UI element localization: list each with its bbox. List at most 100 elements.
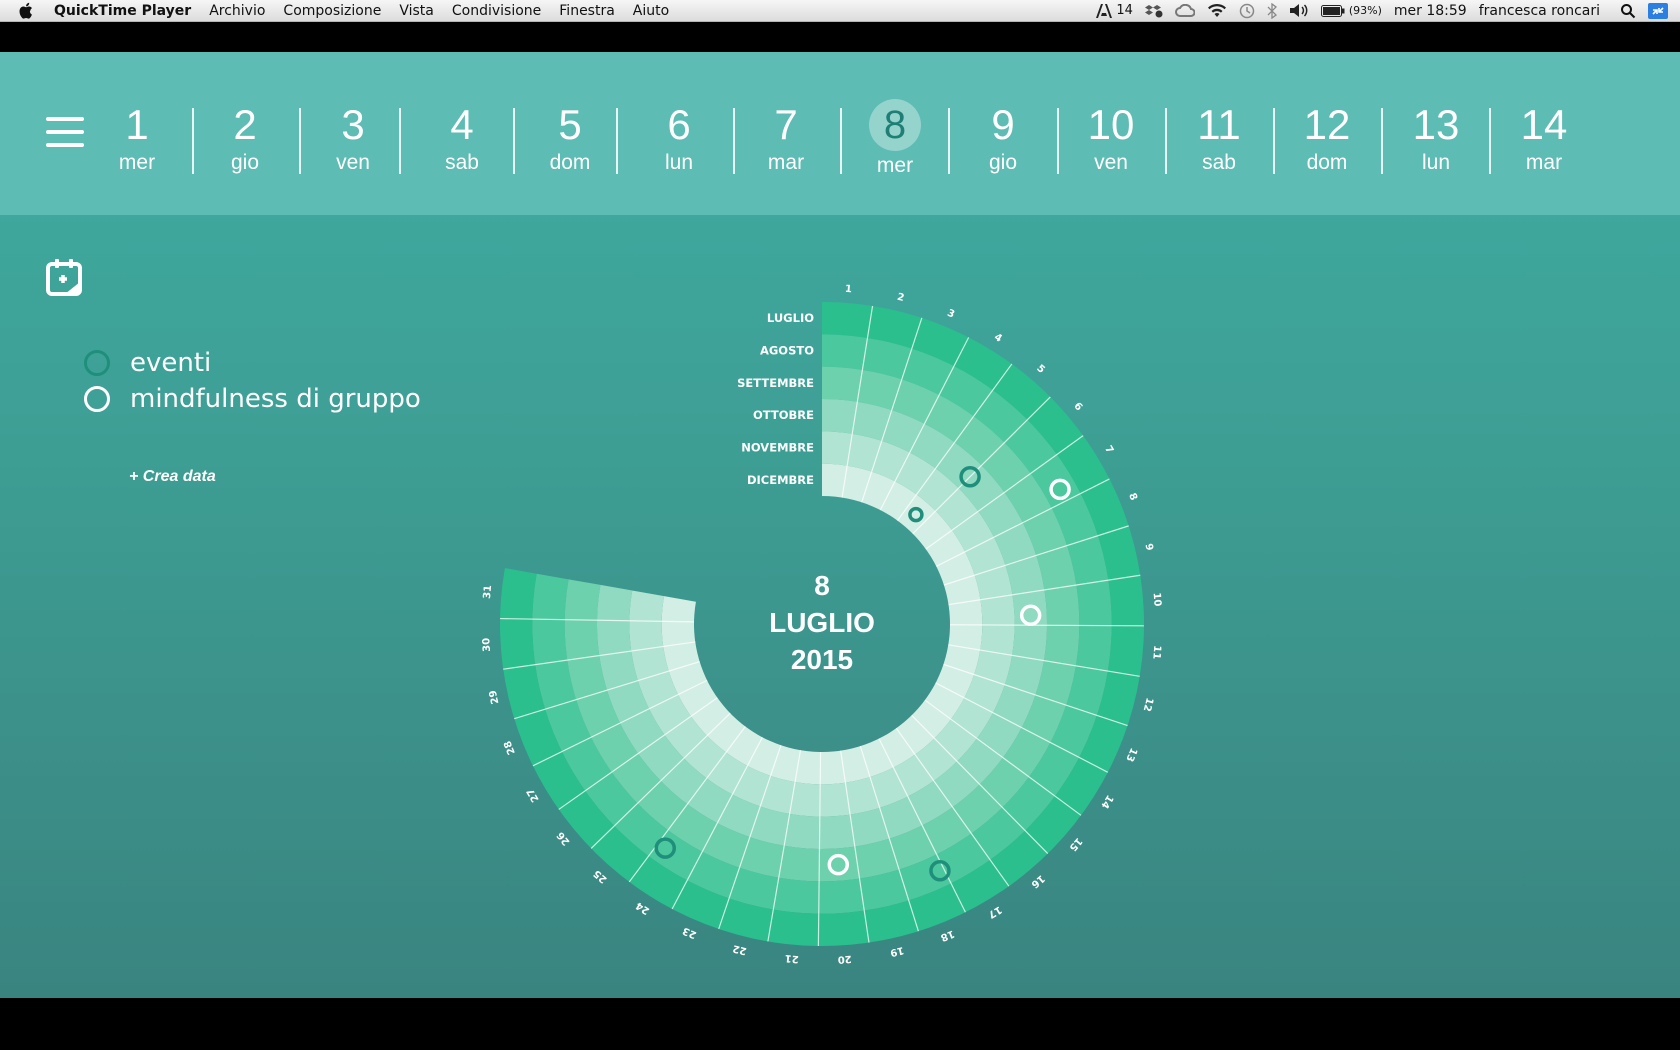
day-spoke	[924, 699, 1082, 816]
day-label: 5	[1034, 363, 1046, 376]
exit-fullscreen-icon[interactable]	[1642, 0, 1680, 22]
event-marker[interactable]	[959, 465, 981, 488]
date-number: 7	[774, 101, 798, 148]
event-marker[interactable]	[654, 837, 677, 859]
day-label: 31	[482, 584, 494, 599]
day-label: 3	[945, 308, 956, 321]
event-marker[interactable]	[908, 506, 924, 523]
day-label: 23	[681, 924, 698, 940]
legend-item-eventi[interactable]: eventi	[84, 348, 211, 378]
day-spoke	[912, 396, 1051, 535]
legend-item-mindfulness[interactable]: mindfulness di gruppo	[84, 384, 421, 414]
day-label: 7	[1102, 444, 1115, 456]
user-name[interactable]: francesca roncari	[1478, 2, 1600, 19]
day-spoke	[558, 697, 718, 810]
video-letterbox-bottom	[0, 998, 1680, 1050]
date-weekday: gio	[230, 151, 260, 174]
date-separator	[299, 108, 301, 174]
day-label: 14	[1098, 793, 1115, 811]
menubar: QuickTime Player Archivio Composizione V…	[0, 0, 1680, 22]
date-item-12[interactable]: 12 dom	[1282, 102, 1372, 176]
day-spoke	[943, 663, 1128, 727]
day-spoke	[532, 679, 708, 767]
date-item-2[interactable]: 2 gio	[200, 102, 290, 176]
hamburger-menu-icon[interactable]	[46, 117, 84, 149]
date-item-13[interactable]: 13 lun	[1391, 102, 1481, 176]
menu-vista[interactable]: Vista	[399, 2, 434, 19]
day-spoke	[817, 751, 822, 946]
date-item-6[interactable]: 6 lun	[634, 102, 724, 176]
dropbox-sync-icon[interactable]	[1139, 0, 1169, 22]
time-machine-icon[interactable]	[1233, 0, 1261, 22]
day-spoke	[896, 363, 1013, 521]
date-separator	[1489, 108, 1491, 174]
day-spoke	[861, 317, 923, 503]
date-item-5[interactable]: 5 dom	[525, 102, 615, 176]
date-number: 10	[1087, 101, 1135, 148]
date-item-10[interactable]: 10 ven	[1066, 102, 1156, 176]
date-item-3[interactable]: 3 ven	[308, 102, 398, 176]
menu-archivio[interactable]: Archivio	[209, 2, 266, 19]
day-spoke	[943, 525, 1129, 586]
date-weekday: sab	[445, 151, 479, 174]
date-item-8[interactable]: 8 mer	[850, 99, 940, 179]
menu-app-name[interactable]: QuickTime Player	[54, 2, 192, 19]
date-weekday: lun	[664, 151, 694, 174]
date-separator	[1057, 108, 1059, 174]
volume-icon[interactable]	[1283, 0, 1315, 22]
mindfulness-marker[interactable]	[827, 853, 850, 876]
menu-finestra[interactable]: Finestra	[559, 2, 615, 19]
date-number: 13	[1412, 101, 1460, 148]
date-item-9[interactable]: 9 gio	[958, 102, 1048, 176]
date-number: 14	[1520, 101, 1568, 148]
adobe-icon[interactable]: 14	[1090, 0, 1139, 22]
event-marker[interactable]	[929, 860, 951, 882]
date-separator	[733, 108, 735, 174]
day-label: 30	[481, 637, 493, 652]
menu-condivisione[interactable]: Condivisione	[451, 2, 542, 19]
adobe-count: 14	[1116, 3, 1133, 18]
date-item-4[interactable]: 4 sab	[417, 102, 507, 176]
battery-icon[interactable]: (93%)	[1315, 0, 1388, 22]
menu-composizione[interactable]: Composizione	[283, 2, 382, 19]
date-separator	[1165, 108, 1167, 174]
day-label: 10	[1151, 592, 1163, 607]
day-spoke	[948, 644, 1140, 677]
bluetooth-icon[interactable]	[1261, 0, 1283, 22]
mindfulness-marker[interactable]	[1019, 604, 1042, 627]
day-spoke	[878, 738, 966, 913]
clock[interactable]: mer 18:59	[1393, 2, 1467, 19]
day-spoke	[590, 712, 731, 849]
date-strip: 1 mer 2 gio 3 ven 4 sab 5 dom 6 lun 7 mar 8 mer 9 gio 10 ve…	[0, 52, 1680, 215]
spotlight-search-icon[interactable]	[1614, 0, 1642, 22]
date-separator	[1381, 108, 1383, 174]
day-spoke	[628, 726, 746, 883]
center-day: 8	[814, 570, 830, 601]
calendar-day-spokes	[500, 305, 1144, 946]
day-label: 1	[845, 284, 853, 296]
date-number: 12	[1303, 101, 1351, 148]
creative-cloud-icon[interactable]	[1169, 0, 1201, 22]
calendar-month-labels: LUGLIO AGOSTO SETTEMBRE OTTOBRE NOVEMBRE DICE…	[737, 311, 814, 487]
date-weekday: mar	[1525, 151, 1563, 174]
create-date-link[interactable]: + Crea data	[129, 468, 216, 485]
date-item-1[interactable]: 1 mer	[92, 102, 182, 176]
date-number: 4	[450, 101, 474, 148]
date-item-7[interactable]: 7 mar	[741, 102, 831, 176]
menu-aiuto[interactable]: Aiuto	[632, 2, 670, 19]
month-label: LUGLIO	[767, 311, 814, 325]
legend-label-mindfulness: mindfulness di gruppo	[130, 384, 421, 414]
date-weekday: mer	[118, 151, 156, 174]
app-canvas: 1 mer 2 gio 3 ven 4 sab 5 dom 6 lun 7 mar 8 mer 9 gio 10 ve…	[0, 52, 1680, 998]
day-label: 15	[1067, 835, 1084, 853]
date-number: 3	[341, 101, 365, 148]
apple-menu-icon[interactable]	[0, 2, 45, 19]
mindfulness-marker[interactable]	[1049, 478, 1071, 501]
calendar-icon[interactable]	[45, 257, 83, 297]
wifi-icon[interactable]	[1201, 0, 1233, 22]
date-item-11[interactable]: 11 sab	[1174, 102, 1264, 176]
day-label: 4	[992, 332, 1004, 345]
date-separator	[948, 108, 950, 174]
date-item-14[interactable]: 14 mar	[1499, 102, 1589, 176]
date-separator	[1273, 108, 1275, 174]
